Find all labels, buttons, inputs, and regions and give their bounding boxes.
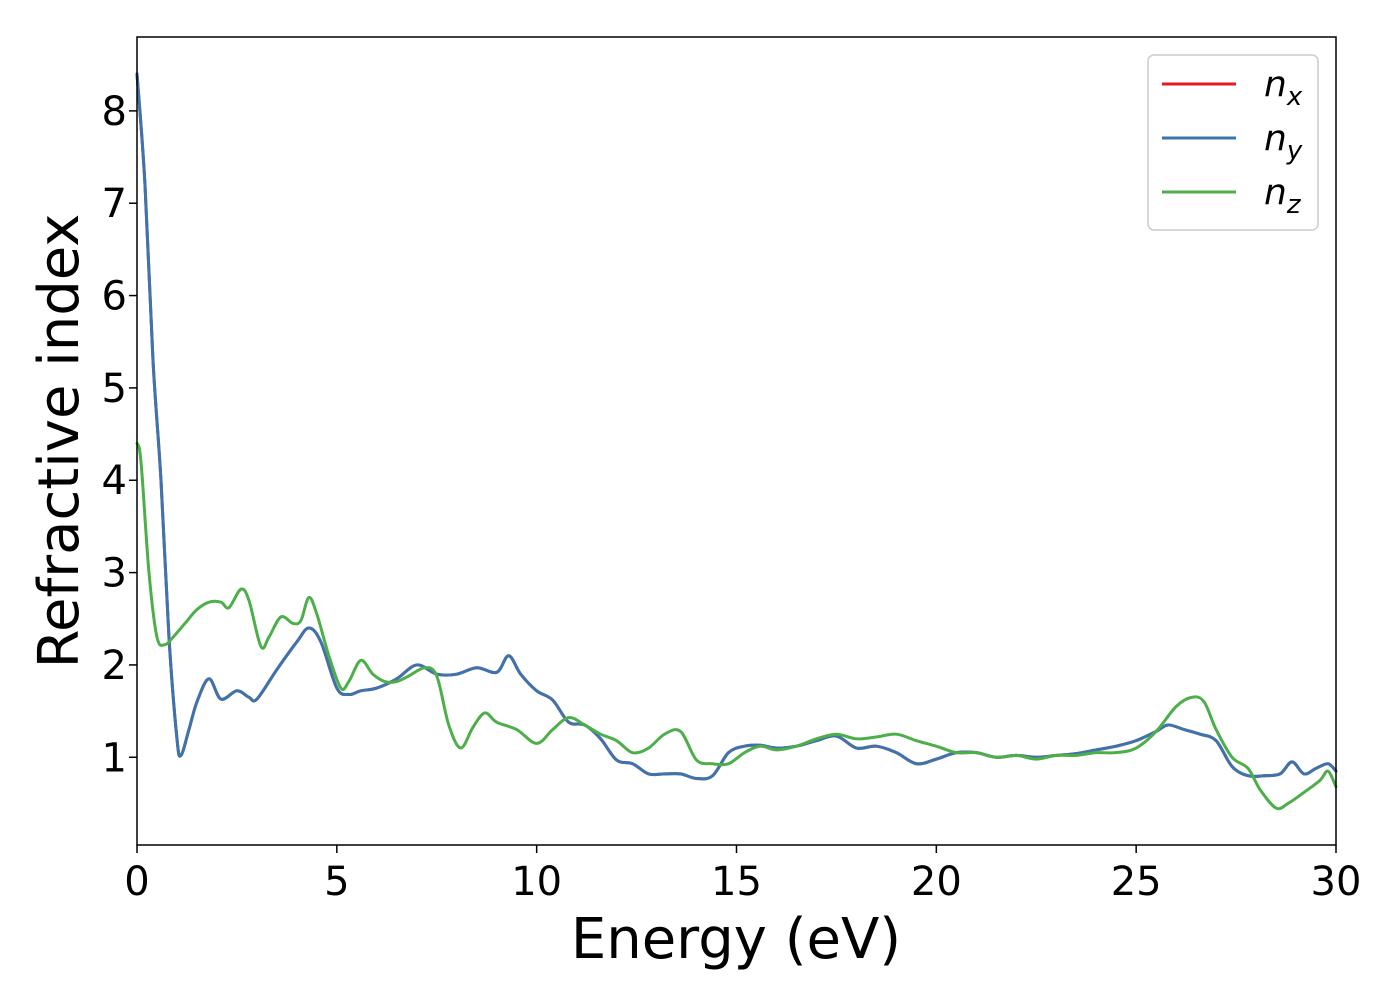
- x-tick-label: 25: [1111, 859, 1162, 905]
- legend-label-base: n: [1264, 118, 1287, 159]
- legend-frame: [1147, 54, 1319, 231]
- legend-label-y: ny: [1264, 118, 1303, 166]
- y-tick-label: 1: [102, 735, 127, 781]
- x-tick-label: 15: [711, 859, 762, 905]
- x-tick-label: 5: [324, 859, 349, 905]
- y-tick-label: 7: [102, 181, 127, 227]
- legend-label-x: nx: [1264, 64, 1303, 112]
- legend-label-base: n: [1264, 64, 1287, 105]
- y-tick-label: 6: [102, 274, 127, 320]
- x-tick-label: 0: [124, 859, 149, 905]
- tick-layer: 0 5 10 15 20 25 30 1 2 3 4 5 6 7 8: [102, 89, 1362, 905]
- series-layer: [135, 72, 1338, 811]
- y-axis-title: Refractive index: [27, 214, 92, 669]
- y-tick-label: 5: [102, 366, 127, 412]
- legend-label-z: nz: [1264, 172, 1302, 220]
- y-tick-label: 2: [102, 643, 127, 689]
- legend-label-subscript: z: [1286, 190, 1302, 220]
- y-tick-label: 8: [102, 89, 127, 135]
- x-axis-title: Energy (eV): [571, 907, 901, 972]
- x-tick-label: 30: [1311, 859, 1362, 905]
- legend-label-subscript: y: [1286, 136, 1303, 166]
- x-tick-label: 10: [511, 859, 562, 905]
- x-tick-label: 20: [911, 859, 962, 905]
- y-tick-label: 4: [102, 458, 127, 504]
- series-line-z: [135, 441, 1338, 811]
- legend-label-base: n: [1264, 172, 1287, 213]
- y-tick-label: 3: [102, 551, 127, 597]
- legend-label-subscript: x: [1286, 82, 1303, 112]
